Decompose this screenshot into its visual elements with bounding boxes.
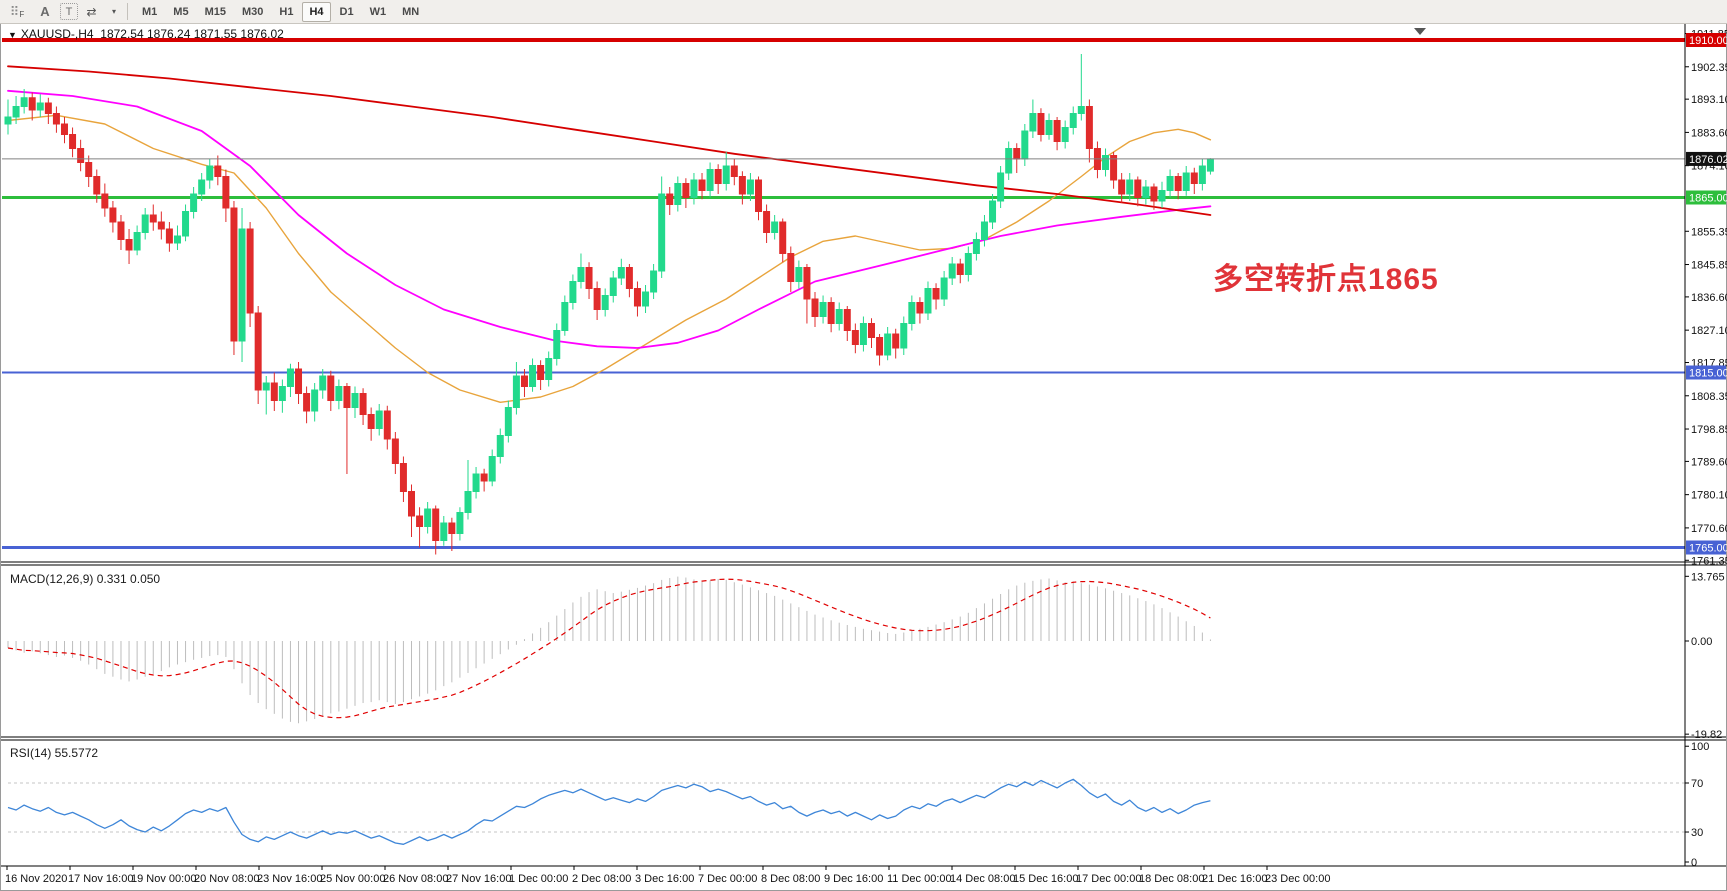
rsi-axis: 100 70 30 0 <box>1685 741 1709 869</box>
chart-grid-icon[interactable]: ⠿ F <box>4 1 30 22</box>
grid-glyph-icon: ⠿ <box>9 3 20 19</box>
price-tag-label: 1876.02 <box>1689 154 1727 166</box>
price-axis-label: 1789.60 <box>1691 456 1727 468</box>
time-axis-label: 23 Nov 16:00 <box>257 873 322 885</box>
price-axis-label: 1902.35 <box>1691 62 1727 74</box>
timeframe-button-group: M1 M5 M15 M30 H1 H4 D1 W1 MN <box>134 1 427 22</box>
timeframe-button-m1[interactable]: M1 <box>142 5 158 18</box>
ma-red-line <box>7 65 1212 216</box>
timeframe-button-d1[interactable]: D1 <box>339 5 354 18</box>
price-tag-label: 1865.00 <box>1689 193 1727 205</box>
time-axis-label: 8 Dec 08:00 <box>761 873 820 885</box>
macd-indicator-label: MACD(12,26,9) 0.331 0.050 <box>10 572 161 586</box>
time-axis-label: 9 Dec 16:00 <box>824 873 883 885</box>
price-tag <box>1686 365 1726 380</box>
time-axis-label: 15 Dec 16:00 <box>1013 873 1078 885</box>
time-axis-label: 16 Nov 2020 <box>5 873 67 885</box>
timeframe-button-mn[interactable]: MN <box>402 5 420 18</box>
timeframe-button-m15[interactable]: M15 <box>204 5 226 18</box>
chevron-down-icon[interactable]: ▾ <box>111 7 116 16</box>
price-axis-label: 1761.35 <box>1691 555 1727 567</box>
cycle-tool-icon[interactable]: ⇄ <box>80 1 106 22</box>
horizontal-price-lines[interactable] <box>2 38 1685 549</box>
macd-axis-label: 13.765 <box>1691 571 1725 583</box>
price-axis-label: 1780.10 <box>1691 490 1727 502</box>
chart-symbol-title: XAUUSD-,H4 <box>20 27 94 41</box>
price-tag-label: 1910.00 <box>1689 35 1727 47</box>
price-tag-label: 1815.00 <box>1689 368 1727 380</box>
rsi-axis-label: 0 <box>1691 857 1697 869</box>
price-axis-label: 1836.60 <box>1691 292 1727 304</box>
timeframe-button-h1[interactable]: H1 <box>279 5 294 18</box>
ma-orange-line <box>7 114 1212 403</box>
top-toolbar: ⠿ F A T ⇄ ▾ M1 M5 M15 M30 H1 H4 D1 W1 MN <box>0 0 1727 24</box>
price-axis-label: 1883.60 <box>1691 127 1727 139</box>
rsi-axis-label: 70 <box>1691 778 1703 790</box>
rsi-indicator-label: RSI(14) 55.5772 <box>10 746 99 760</box>
time-axis-label: 27 Nov 16:00 <box>446 873 511 885</box>
price-tag-label: 1765.00 <box>1689 543 1727 555</box>
chart-annotation-text[interactable]: 多空转折点1865 <box>1213 263 1439 296</box>
timeframe-button-w1[interactable]: W1 <box>369 5 387 18</box>
price-tag <box>1686 540 1726 555</box>
macd-axis: 13.765 0.00 -19.82 <box>1685 571 1725 741</box>
price-tag <box>1686 151 1726 166</box>
price-axis-label: 1827.10 <box>1691 325 1727 337</box>
rsi-axis-label: 30 <box>1691 827 1703 839</box>
time-axis-label: 18 Dec 08:00 <box>1139 873 1204 885</box>
chart-ohlc-values: 1872.54 1876.24 1871.55 1876.02 <box>100 27 284 41</box>
macd-signal-line <box>7 578 1211 719</box>
time-axis-label: 17 Dec 00:00 <box>1076 873 1141 885</box>
time-axis-label: 7 Dec 00:00 <box>698 873 757 885</box>
toolbar-separator <box>127 3 128 20</box>
time-axis-label: 21 Dec 16:00 <box>1202 873 1267 885</box>
collapse-chart-icon[interactable]: ▼ <box>8 30 17 40</box>
time-axis-label: 20 Nov 08:00 <box>194 873 259 885</box>
time-axis-label: 19 Nov 00:00 <box>131 873 196 885</box>
chart-title-row: ▼ XAUUSD-,H4 1872.54 1876.24 1871.55 1876… <box>8 27 284 41</box>
price-axis: 1911.851902.351893.101883.601874.101855.… <box>1685 29 1727 567</box>
rsi-line <box>7 778 1211 845</box>
price-tag <box>1686 33 1726 47</box>
cycle-glyph-icon: ⇄ <box>86 4 97 19</box>
candlestick-series <box>4 54 1214 555</box>
grid-letter: F <box>19 10 25 19</box>
time-axis-label: 2 Dec 08:00 <box>572 873 631 885</box>
text-tool-icon[interactable]: T <box>60 3 78 20</box>
price-axis-label: 1770.60 <box>1691 523 1727 535</box>
price-axis-label: 1855.35 <box>1691 226 1727 238</box>
chart-shift-marker-icon[interactable] <box>1414 28 1426 35</box>
price-axis-label: 1798.85 <box>1691 424 1727 436</box>
time-axis-label: 25 Nov 00:00 <box>320 873 385 885</box>
timeframe-button-m5[interactable]: M5 <box>173 5 189 18</box>
time-axis-label: 14 Dec 08:00 <box>950 873 1015 885</box>
ma-magenta-line <box>7 89 1212 349</box>
timeframe-button-m30[interactable]: M30 <box>241 5 264 18</box>
time-axis-label: 3 Dec 16:00 <box>635 873 694 885</box>
price-axis-label: 1893.10 <box>1691 94 1727 106</box>
rsi-axis-label: 100 <box>1691 741 1709 753</box>
price-tag <box>1686 190 1726 205</box>
annotation-tool-icon[interactable]: A <box>40 4 50 19</box>
time-axis-label: 26 Nov 08:00 <box>383 873 448 885</box>
macd-axis-label: 0.00 <box>1691 636 1712 648</box>
time-axis-label: 1 Dec 00:00 <box>509 873 568 885</box>
time-axis-label: 17 Nov 16:00 <box>68 873 133 885</box>
chart-window-frame <box>0 23 1727 891</box>
price-axis-tags[interactable]: 1910.00 1876.02 1865.00 1815.00 1765.00 <box>1686 33 1727 555</box>
macd-axis-label: -19.82 <box>1691 729 1722 741</box>
macd-histogram <box>7 576 1211 724</box>
time-axis-label: 11 Dec 00:00 <box>887 873 952 885</box>
time-axis-label: 23 Dec 00:00 <box>1265 873 1330 885</box>
price-axis-label: 1808.35 <box>1691 391 1727 403</box>
timeframe-button-h4[interactable]: H4 <box>302 1 331 22</box>
price-axis-label: 1845.85 <box>1691 260 1727 272</box>
